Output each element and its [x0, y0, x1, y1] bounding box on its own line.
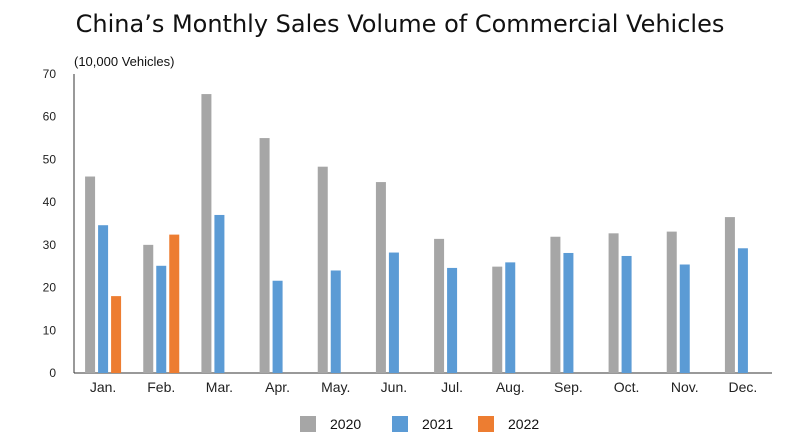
- bar-2021-nov: [679, 264, 690, 373]
- bar-2021-jan: [98, 225, 109, 373]
- bar-2020-dec: [724, 217, 735, 373]
- x-tick-label: Feb.: [147, 379, 175, 395]
- bar-2020-jul: [434, 238, 445, 373]
- bar-2021-mar: [214, 214, 225, 373]
- bar-2021-jun: [388, 252, 399, 373]
- bar-2020-oct: [608, 233, 619, 373]
- y-tick-label: 10: [43, 323, 57, 337]
- legend: 2020 2021 2022: [0, 414, 800, 434]
- bar-2020-mar: [201, 94, 212, 373]
- y-tick-label: 70: [43, 67, 57, 81]
- bar-2021-aug: [505, 262, 516, 373]
- y-tick-label: 20: [43, 281, 57, 295]
- bar-2020-jun: [375, 182, 386, 373]
- legend-swatch-2022: [478, 416, 494, 432]
- legend-item-2022: 2022: [478, 414, 539, 434]
- y-tick-label: 60: [43, 110, 57, 124]
- legend-swatch-2020: [300, 416, 316, 432]
- bar-2020-jan: [85, 176, 96, 373]
- bar-2021-feb: [156, 265, 167, 373]
- x-tick-label: Jul.: [441, 379, 463, 395]
- legend-label-2020: 2020: [330, 416, 362, 432]
- x-tick-label: Sep.: [554, 379, 583, 395]
- bar-2021-dec: [737, 248, 748, 373]
- bar-2020-nov: [666, 231, 677, 373]
- bar-2020-sep: [550, 236, 561, 373]
- y-tick-label: 50: [43, 152, 57, 166]
- legend-swatch-2021: [392, 416, 408, 432]
- x-tick-label: Oct.: [614, 379, 640, 395]
- x-tick-label: Jun.: [381, 379, 407, 395]
- x-tick-label: Aug.: [496, 379, 525, 395]
- y-tick-label: 40: [43, 195, 57, 209]
- bar-2021-jul: [447, 267, 458, 373]
- y-tick-label: 30: [43, 238, 57, 252]
- bar-2020-feb: [143, 244, 154, 373]
- chart-title: China’s Monthly Sales Volume of Commerci…: [75, 10, 725, 38]
- bar-2020-aug: [492, 266, 503, 373]
- bar-2021-sep: [563, 252, 574, 373]
- x-tick-label: Nov.: [671, 379, 699, 395]
- legend-label-2021: 2021: [422, 416, 454, 432]
- legend-item-2020: 2020: [300, 414, 361, 434]
- legend-item-2021: 2021: [392, 414, 453, 434]
- bar-2021-oct: [621, 255, 632, 373]
- bar-2022-feb: [169, 234, 180, 373]
- x-tick-label: Apr.: [265, 379, 290, 395]
- bar-2021-apr: [272, 280, 283, 373]
- x-tick-label: Mar.: [206, 379, 233, 395]
- bar-2022-jan: [111, 296, 122, 373]
- x-tick-label: Jan.: [90, 379, 116, 395]
- x-tick-label: Dec.: [729, 379, 758, 395]
- legend-label-2022: 2022: [508, 416, 540, 432]
- bar-2021-may: [330, 270, 341, 373]
- bar-2020-may: [317, 166, 328, 373]
- bar-2020-apr: [259, 138, 270, 373]
- x-tick-label: May.: [321, 379, 350, 395]
- y-axis-unit-label: (10,000 Vehicles): [74, 54, 175, 69]
- y-tick-label: 0: [49, 366, 56, 380]
